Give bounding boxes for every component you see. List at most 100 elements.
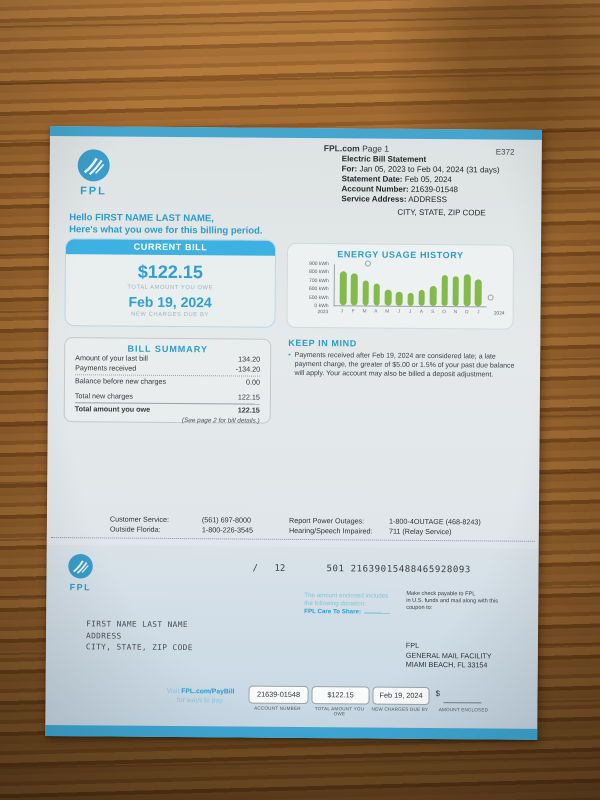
donation-blank-line: [364, 612, 391, 614]
chart-bars: [335, 264, 487, 307]
current-bill-header: CURRENT BILL: [65, 239, 276, 256]
paybill-note: Visit FPL.com/PayBill for ways to pay.: [166, 687, 235, 705]
chart-bar: [441, 274, 448, 307]
due-date-box-label: NEW CHARGES DUE BY: [371, 706, 429, 712]
chart-ytick: 900 kWh: [309, 261, 329, 268]
chart-bar: [407, 292, 414, 306]
amount-enclosed-currency: $: [435, 689, 441, 699]
page-header: FPL.com Page 1: [324, 143, 389, 154]
chart-month-label: O: [442, 310, 447, 316]
chart-month-label: J: [408, 309, 412, 315]
chart-bar: [384, 290, 392, 306]
paybill-link: FPL.com/PayBill: [181, 688, 235, 696]
due-date-label: NEW CHARGES DUE BY: [131, 311, 209, 319]
due-date-box: Feb 19, 2024: [372, 686, 430, 705]
customer-street: ADDRESS: [85, 630, 122, 641]
energy-usage-card: ENERGY USAGE HISTORY 900 kWh 800 kWh 700 k…: [286, 242, 515, 330]
chart-yticks: 900 kWh 800 kWh 700 kWh 600 kWh 500 kWh 0 kWh: [296, 261, 332, 310]
page-number: Page 1: [362, 143, 390, 154]
customer-name: FIRST NAME LAST NAME: [86, 619, 189, 630]
perforation-line: [50, 537, 535, 542]
donation-note: The amount enclosed includes the followi…: [304, 592, 408, 617]
account-number-box: 21639-01548: [248, 685, 309, 705]
chart-bar: [474, 279, 482, 307]
chart-ytick: 600 kWh: [308, 286, 329, 293]
chart-month-label: S: [431, 309, 435, 316]
fpl-logo-stub-icon: [68, 554, 93, 579]
chart-plot: [333, 260, 494, 308]
chart-top-marker: [364, 260, 371, 267]
care-to-share-label: FPL Care To Share:: [304, 608, 408, 617]
due-date: Feb 19, 2024: [128, 293, 212, 311]
chart-ytick: 700 kWh: [309, 277, 329, 285]
hearing-label: Hearing/Speech Impaired:: [288, 525, 373, 536]
remit-address-block: FPL GENERAL MAIL FACILITY MIAMI BEACH, F…: [405, 640, 492, 670]
bullet-icon: •: [288, 351, 291, 359]
fpl-logo-text: FPL: [80, 185, 107, 198]
chart-bar: [463, 274, 471, 307]
contact-info: Customer Service: Outside Florida: (561)…: [110, 514, 481, 537]
outages-phone: 1-800-4OUTAGE (468-8243): [389, 516, 481, 527]
chart-month-label: J: [340, 309, 344, 315]
chart-month-label: N: [453, 310, 458, 316]
current-bill-card: CURRENT BILL $122.15 TOTAL AMOUNT YOU OW…: [64, 238, 277, 328]
customer-city: CITY, STATE, ZIP CODE: [85, 642, 193, 653]
summary-note: (See page 2 for bill details.): [181, 417, 260, 425]
ocr-scan-line: 501 21639015488465928093: [326, 564, 472, 576]
ocr-slash: /: [252, 563, 258, 574]
chart-bar: [418, 290, 426, 306]
account-number-box-label: ACCOUNT NUMBER: [254, 705, 301, 711]
ocr-code: 12: [274, 563, 286, 574]
summary-row-total-owed: Total amount you owe 122.15: [74, 404, 260, 415]
bill-summary-card: BILL SUMMARY Amount of your last bill 134…: [63, 337, 272, 425]
energy-usage-chart: 900 kWh 800 kWh 700 kWh 600 kWh 500 kWh 0 kWh…: [296, 260, 505, 317]
chart-month-label: J: [477, 310, 480, 316]
chart-bar: [396, 292, 403, 306]
chart-bar: [429, 286, 437, 307]
chart-bar: [362, 280, 369, 306]
chart-month-label: J: [397, 309, 400, 315]
customer-address-block: FIRST NAME LAST NAME ADDRESS CITY, STATE…: [86, 618, 193, 653]
chart-ytick: 0 kWh: [314, 303, 329, 310]
outside-florida-phone: 1-800-226-3545: [201, 525, 254, 535]
axis-end-marker: [487, 294, 494, 301]
service-city: CITY, STATE, ZIP CODE: [397, 207, 486, 218]
chart-bar: [452, 276, 460, 307]
keep-in-mind-text: Payments received after Feb 19, 2024 are…: [294, 351, 515, 379]
amount-owed-box-label: TOTAL AMOUNT YOU OWE: [314, 706, 365, 717]
chart-month-label: M: [385, 309, 390, 315]
chart-year-start: 2023: [317, 310, 329, 316]
site-label: FPL.com: [323, 143, 360, 154]
chart-month-label: M: [362, 309, 367, 315]
fpl-logo-stub: FPL: [62, 553, 98, 592]
amount-owed-box: $122.15: [311, 686, 370, 705]
service-address: Service Address: ADDRESS: [341, 194, 448, 205]
outside-florida-label: Outside Florida:: [109, 524, 161, 534]
greeting-line2: Here's what you owe for this billing per…: [69, 224, 263, 237]
chart-month-label: A: [419, 309, 424, 315]
chart-ytick: 800 kWh: [309, 269, 329, 276]
summary-row-payments: Payments received -134.20: [75, 363, 261, 374]
fpl-logo: FPL: [71, 148, 115, 197]
check-payable-note: Make check payable to FPL in U.S. funds …: [406, 590, 499, 612]
chart-bar: [350, 273, 358, 306]
chart-bar: [339, 271, 347, 306]
fpl-logo-stub-text: FPL: [69, 582, 92, 593]
chart-month-label: F: [351, 309, 355, 315]
chart-month-label: D: [465, 310, 469, 316]
summary-row-new-charges: Total new charges 122.15: [74, 391, 260, 402]
fpl-logo-icon: [77, 149, 110, 182]
chart-month-label: A: [374, 309, 378, 315]
greeting: Hello FIRST NAME LAST NAME, Here's what …: [69, 212, 263, 238]
keep-in-mind-title: KEEP IN MIND: [288, 337, 357, 349]
total-amount-label: TOTAL AMOUNT YOU OWE: [127, 284, 214, 292]
chart-bar: [373, 283, 381, 306]
hearing-phone: 711 (Relay Service): [388, 526, 452, 537]
chart-title: ENERGY USAGE HISTORY: [337, 249, 464, 261]
keep-in-mind: KEEP IN MIND • Payments received after F…: [288, 338, 516, 380]
bill-paper: FPL.com Page 1 E372 FPL Electric Bill St…: [45, 126, 542, 740]
amount-enclosed-label: AMOUNT ENCLOSED: [438, 707, 489, 713]
statement-info: Electric Bill Statement For: Jan 05, 202…: [341, 154, 531, 218]
total-amount-owed: $122.15: [137, 261, 203, 283]
